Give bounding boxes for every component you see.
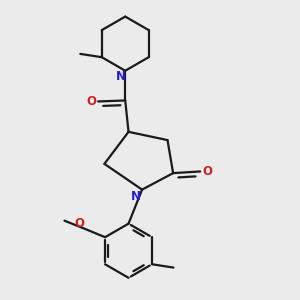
Text: O: O bbox=[86, 95, 97, 108]
Text: N: N bbox=[131, 190, 141, 203]
Text: N: N bbox=[116, 70, 126, 83]
Text: O: O bbox=[74, 217, 84, 230]
Text: O: O bbox=[202, 165, 212, 178]
